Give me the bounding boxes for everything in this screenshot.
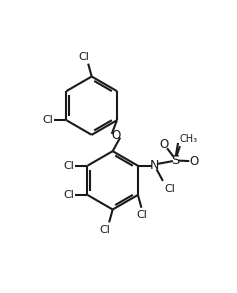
Text: CH₃: CH₃	[179, 134, 197, 144]
Text: Cl: Cl	[78, 52, 89, 62]
Text: N: N	[150, 159, 160, 172]
Text: Cl: Cl	[164, 184, 175, 194]
Text: S: S	[172, 154, 180, 167]
Text: Cl: Cl	[42, 115, 53, 125]
Text: O: O	[190, 155, 199, 168]
Text: Cl: Cl	[99, 225, 110, 235]
Text: Cl: Cl	[136, 210, 147, 220]
Text: O: O	[112, 129, 121, 142]
Text: O: O	[160, 138, 169, 151]
Text: Cl: Cl	[63, 190, 74, 200]
Text: Cl: Cl	[63, 161, 74, 171]
